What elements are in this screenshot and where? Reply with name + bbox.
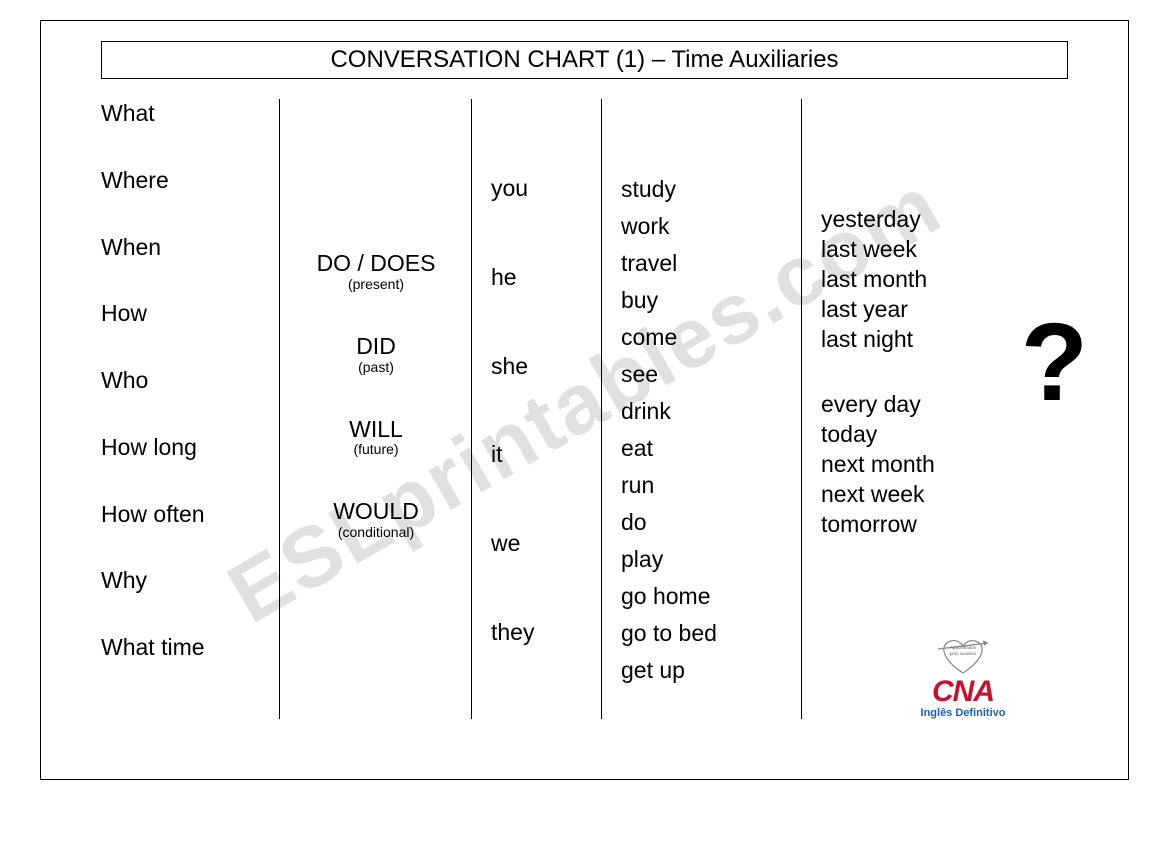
question-word: Who [101,366,271,395]
auxiliary-main: WOULD [291,497,461,526]
question-word: How often [101,500,271,529]
heart-icon: Apaixonados pelo sucesso [933,635,993,675]
question-word: Why [101,566,271,595]
pronoun: he [491,263,591,292]
auxiliary-item: DID(past) [291,332,461,375]
verb: buy [621,285,801,315]
verb: study [621,174,801,204]
brand-name: CNA [888,677,1038,707]
time-expression: next month [821,449,1021,479]
column-divider [601,99,602,719]
column-question-words: What Where When How Who How long How often Why W… [101,99,271,719]
question-word: What [101,99,271,128]
time-expression: last week [821,234,1021,264]
verb: play [621,544,801,574]
auxiliary-item: WILL(future) [291,415,461,458]
verb: get up [621,655,801,685]
question-word: Where [101,166,271,195]
column-divider [801,99,802,719]
question-word: How long [101,433,271,462]
verb: travel [621,248,801,278]
pronoun: it [491,440,591,469]
time-expression: last night [821,324,1021,354]
question-mark-icon: ? [1021,299,1088,426]
auxiliary-item: WOULD(conditional) [291,497,461,540]
time-expression: today [821,419,1021,449]
question-word: What time [101,633,271,662]
chart-area: What Where When How Who How long How often Why W… [101,99,1068,739]
verb: go to bed [621,618,801,648]
time-expression: yesterday [821,204,1021,234]
auxiliary-main: WILL [291,415,461,444]
auxiliary-tense: (past) [291,359,461,375]
verb: work [621,211,801,241]
auxiliary-main: DO / DOES [291,249,461,278]
auxiliary-tense: (present) [291,276,461,292]
verb: run [621,470,801,500]
column-verbs: study work travel buy come see drink eat run do pl… [621,99,801,719]
time-expression: tomorrow [821,509,1021,539]
pronoun: she [491,352,591,381]
svg-text:pelo sucesso: pelo sucesso [950,651,977,656]
auxiliary-main: DID [291,332,461,361]
column-time-expressions: yesterdaylast weeklast monthlast yearlas… [821,99,1021,719]
column-divider [471,99,472,719]
column-divider [279,99,280,719]
question-word: How [101,299,271,328]
page-frame: ESLprintables.com CONVERSATION CHART (1)… [40,20,1129,780]
time-expression: last month [821,264,1021,294]
time-expression: every day [821,389,1021,419]
spacer [821,354,1021,389]
question-word: When [101,233,271,262]
svg-text:Apaixonados: Apaixonados [950,645,977,650]
verb: see [621,359,801,389]
auxiliary-tense: (conditional) [291,524,461,540]
auxiliary-tense: (future) [291,441,461,457]
verb: eat [621,433,801,463]
time-expression: last year [821,294,1021,324]
verb: go home [621,581,801,611]
verb: do [621,507,801,537]
time-expression: next week [821,479,1021,509]
auxiliary-item: DO / DOES(present) [291,249,461,292]
brand-logo: Apaixonados pelo sucesso CNA Inglês Defi… [888,635,1038,719]
column-pronouns: you he she it we they [491,99,591,719]
pronoun: you [491,174,591,203]
verb: drink [621,396,801,426]
pronoun: they [491,618,591,647]
pronoun: we [491,529,591,558]
column-auxiliaries: DO / DOES(present)DID(past)WILL(future)W… [291,99,461,719]
chart-title: CONVERSATION CHART (1) – Time Auxiliarie… [101,41,1068,79]
brand-tagline: Inglês Definitivo [888,707,1038,719]
verb: come [621,322,801,352]
